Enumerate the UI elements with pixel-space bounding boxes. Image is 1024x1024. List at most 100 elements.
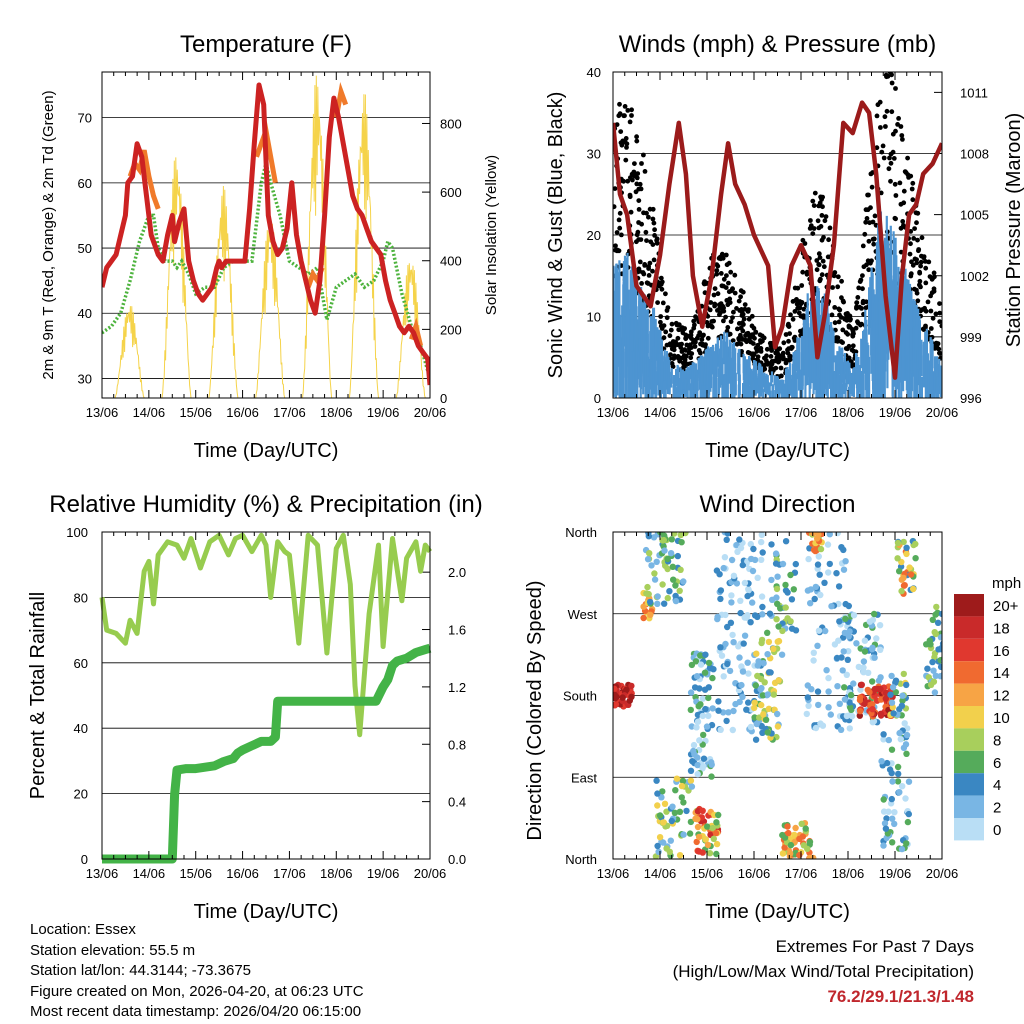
direction-point [815,627,823,634]
gust-point [729,288,734,294]
gust-point [814,258,820,263]
gust-point [822,218,828,224]
direction-point [659,788,666,795]
direction-point [774,638,781,645]
direction-point [774,600,781,607]
gust-point [850,362,856,368]
direction-point [840,648,847,655]
direction-point [792,560,799,568]
gust-point [738,288,744,294]
direction-point [688,723,695,730]
direction-point [705,659,713,667]
y-tick-label: 40 [78,306,92,321]
gust-point [658,275,664,281]
direction-point [883,815,890,822]
gust-point [908,273,914,279]
gust-point [891,156,897,161]
direction-point [729,726,736,734]
gust-point [623,136,629,141]
x-tick-label: 16/06 [738,405,771,420]
x-tick-label: 19/06 [879,405,912,420]
gust-point [617,101,622,107]
direction-point [775,677,782,684]
gust-point [919,253,924,259]
gust-point [632,161,637,167]
gust-point [758,346,764,351]
direction-point [747,723,755,731]
direction-point [678,539,685,546]
direction-point [843,712,851,720]
gust-point [613,186,618,191]
colorbar-swatch [954,661,984,684]
direction-point [782,604,789,611]
gust-point [658,323,664,329]
direction-point [850,612,858,619]
gust-point [910,197,916,203]
direction-point [672,597,680,605]
direction-point [697,701,704,708]
direction-point [765,705,773,712]
recent-data-text: Most recent data timestamp: 2026/04/20 0… [30,1003,362,1020]
direction-point [730,707,737,715]
gust-point [734,306,739,311]
colorbar-swatch [954,683,984,706]
gust-point [877,99,883,105]
y-tick-label: 20 [74,787,88,802]
panel-temperature: Temperature (F) 30 40 50 60 70 0 200 400 600 800 13… [40,31,500,462]
gust-point [835,274,841,280]
gust-point [764,346,770,352]
direction-point [839,634,847,641]
gust-point [757,332,763,338]
direction-point [654,802,661,809]
gust-point [671,347,677,353]
gust-point [884,66,889,71]
pressure-line [613,100,942,380]
direction-point [774,573,781,580]
direction-point [910,585,917,593]
direction-point [861,637,869,644]
gust-point [909,186,915,192]
gust-point [681,326,687,332]
direction-point [927,641,934,648]
gust-point [747,350,753,356]
direction-point [673,775,681,782]
direction-point [702,836,709,843]
gust-point [629,107,634,113]
gust-point [775,350,780,355]
direction-point [912,540,919,548]
direction-point [717,644,724,651]
direction-point [882,695,889,702]
gust-point [789,344,795,350]
gust-point [888,178,893,184]
direction-point [892,689,899,696]
gust-point [735,326,740,332]
direction-point [660,839,667,846]
gust-point [652,233,657,238]
x-tick-label: 15/06 [179,405,212,420]
gust-point [858,277,864,283]
direction-point [672,592,679,600]
gust-point [812,190,818,196]
gust-point [714,271,720,277]
gust-point [893,193,899,198]
gust-point [839,295,844,301]
gust-point [939,323,942,329]
gust-point [808,218,813,223]
gust-point [644,238,649,244]
direction-point [758,593,766,600]
direction-point [687,777,695,784]
y2-tick-label: 999 [960,330,982,345]
gust-point [898,124,904,129]
y2-tick-label: 2.0 [448,565,466,580]
direction-point [761,679,768,686]
gust-point [869,258,874,264]
direction-point [716,571,723,578]
x-tick-label: 19/06 [367,866,400,881]
gust-point [639,221,644,227]
gust-point [808,223,814,229]
direction-point [690,741,698,749]
direction-point [869,678,876,685]
gust-point [839,278,844,284]
direction-point [796,851,803,859]
direction-point [891,820,898,828]
